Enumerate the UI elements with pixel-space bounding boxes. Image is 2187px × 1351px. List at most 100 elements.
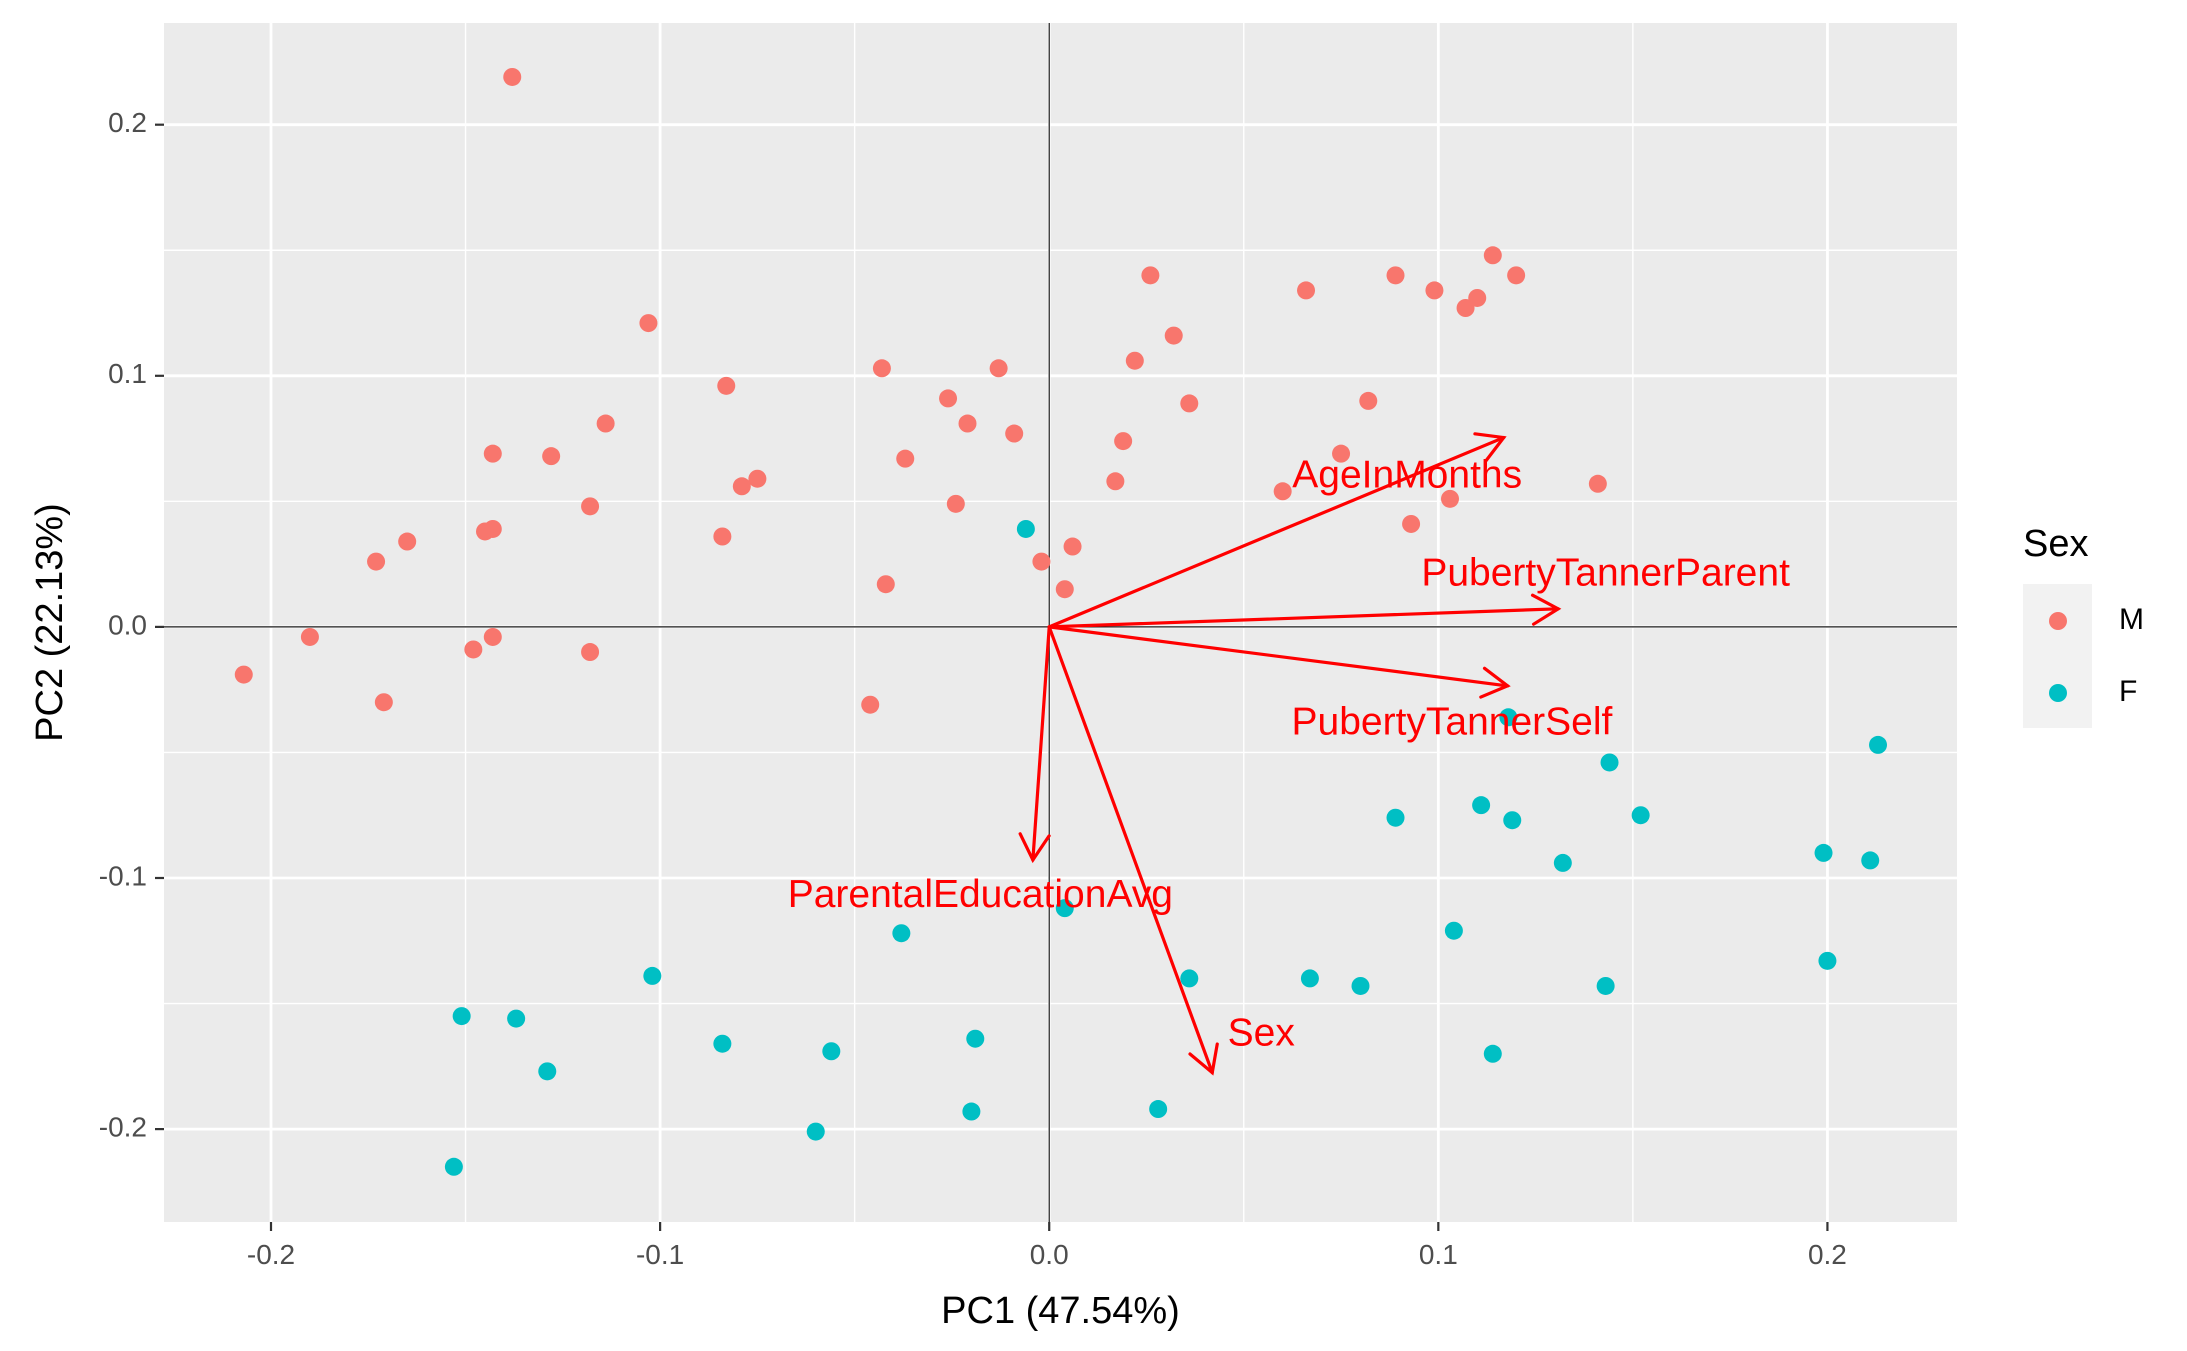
point-m <box>1164 326 1183 345</box>
point-m <box>374 693 393 712</box>
point-f <box>1483 1044 1502 1063</box>
point-m <box>234 665 253 684</box>
loading-label-sex: Sex <box>1228 1011 1296 1054</box>
point-m <box>1332 444 1351 463</box>
loading-arrowhead-parental-education-avg <box>1018 832 1051 864</box>
point-m <box>1141 266 1160 285</box>
point-m <box>581 497 600 516</box>
point-m <box>1468 288 1487 307</box>
point-f <box>806 1122 825 1141</box>
y-tick-label: 0.0 <box>108 609 147 640</box>
point-f <box>1600 753 1619 772</box>
x-tick-label: -0.1 <box>636 1239 684 1270</box>
point-m <box>581 643 600 662</box>
legend: Sex M F <box>2023 523 2144 728</box>
point-f <box>1351 976 1370 995</box>
point-f <box>643 966 662 985</box>
point-m <box>1425 281 1444 300</box>
legend-title: Sex <box>2023 523 2088 565</box>
x-axis-title: PC1 (47.54%) <box>941 1290 1180 1332</box>
loading-arrows <box>1018 432 1562 1076</box>
x-tick-label: -0.2 <box>247 1239 295 1270</box>
point-m <box>1402 514 1421 533</box>
point-m <box>503 67 522 86</box>
data-points <box>234 67 1888 1176</box>
point-m <box>483 444 502 463</box>
y-tick-label: -0.1 <box>99 860 147 891</box>
loading-arrow-sex <box>1047 625 1214 1075</box>
point-m <box>958 414 977 433</box>
point-m <box>1359 391 1378 410</box>
point-m <box>1125 351 1144 370</box>
point-f <box>1869 735 1888 754</box>
point-m <box>1440 489 1459 508</box>
point-f <box>1444 921 1463 940</box>
point-f <box>1631 806 1650 825</box>
y-tick-label: -0.2 <box>99 1111 147 1142</box>
point-m <box>464 640 483 659</box>
point-m <box>639 314 658 333</box>
point-f <box>1818 951 1837 970</box>
point-m <box>946 494 965 513</box>
point-m <box>542 447 561 466</box>
point-f <box>1861 851 1880 870</box>
point-m <box>1507 266 1526 285</box>
point-f <box>1814 843 1833 862</box>
point-m <box>1063 537 1082 556</box>
legend-key-m <box>2049 612 2067 630</box>
point-f <box>1386 808 1405 827</box>
point-f <box>1499 708 1518 727</box>
point-f <box>1300 969 1319 988</box>
y-axis: -0.2 -0.1 0.0 0.1 0.2 <box>99 107 164 1142</box>
point-m <box>398 532 417 551</box>
point-m <box>896 449 915 468</box>
loading-arrow-parental-education-avg <box>1031 625 1051 862</box>
loading-arrowhead-age-in-months <box>1473 432 1507 463</box>
point-f <box>507 1009 526 1028</box>
point-m <box>939 389 958 408</box>
point-m <box>732 477 751 496</box>
point-m <box>367 552 386 571</box>
point-f <box>1472 796 1491 815</box>
loading-labels: AgeInMonths PubertyTannerParent PubertyTan… <box>788 453 1790 1054</box>
point-f <box>1180 969 1199 988</box>
point-m <box>483 627 502 646</box>
x-tick-label: 0.0 <box>1030 1239 1069 1270</box>
point-m <box>1386 266 1405 285</box>
point-m <box>1297 281 1316 300</box>
legend-key-background <box>2023 584 2092 728</box>
loading-arrow-puberty-tanner-self <box>1047 625 1510 688</box>
point-m <box>1055 580 1074 599</box>
legend-label-m: M <box>2119 603 2144 636</box>
point-m <box>861 695 880 714</box>
point-m <box>876 575 895 594</box>
x-tick-label: 0.2 <box>1808 1239 1847 1270</box>
point-m <box>872 359 891 378</box>
point-f <box>1596 976 1615 995</box>
point-f <box>713 1034 732 1053</box>
point-f <box>538 1062 557 1081</box>
point-f <box>962 1102 981 1121</box>
y-axis-title: PC2 (22.13%) <box>29 503 71 742</box>
point-m <box>717 376 736 395</box>
point-f <box>1149 1100 1168 1119</box>
point-f <box>822 1042 841 1061</box>
point-f <box>1016 519 1035 538</box>
point-f <box>444 1157 463 1176</box>
x-axis: -0.2 -0.1 0.0 0.1 0.2 <box>247 1222 1847 1270</box>
point-m <box>748 469 767 488</box>
point-m <box>1273 482 1292 501</box>
loading-label-puberty-tanner-self: PubertyTannerSelf <box>1292 701 1613 744</box>
point-m <box>300 627 319 646</box>
point-m <box>1032 552 1051 571</box>
point-f <box>1553 853 1572 872</box>
point-m <box>1114 432 1133 451</box>
legend-key-f <box>2049 684 2067 702</box>
point-f <box>452 1007 471 1026</box>
loading-label-puberty-tanner-parent: PubertyTannerParent <box>1421 552 1790 595</box>
point-m <box>1483 246 1502 265</box>
point-f <box>966 1029 985 1048</box>
loading-arrow-puberty-tanner-parent <box>1047 607 1560 629</box>
